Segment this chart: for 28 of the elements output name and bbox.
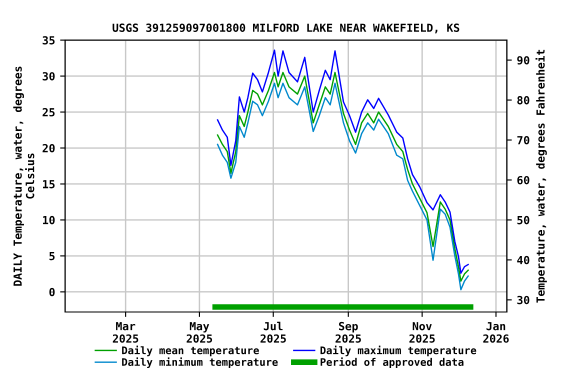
y2-tick-label: 40	[517, 256, 530, 264]
y-tick-label: 0	[49, 288, 55, 296]
x-tick-label: Jan 2026	[483, 322, 509, 343]
y-tick-label: 25	[42, 108, 55, 116]
legend-label: Daily mean temperature	[122, 346, 259, 356]
y-tick-label: 10	[43, 216, 55, 224]
legend-label: Daily minimum temperature	[122, 357, 278, 368]
y2-axis-title: Temperature, water, degrees Fahrenheit	[536, 50, 547, 303]
y-tick-label: 20	[42, 144, 55, 152]
y-tick-label: 15	[43, 180, 55, 188]
x-tick-label: Sep 2025	[336, 322, 361, 343]
legend-label: Period of approved data	[320, 357, 464, 368]
chart-title: USGS 391259097001800 MILFORD LAKE NEAR WAKEFIELD, KS	[112, 24, 460, 34]
legend-label: Daily maximum temperature	[320, 346, 476, 356]
x-tick-label: May 2025	[186, 322, 212, 343]
x-tick-label: Mar 2025	[112, 322, 138, 343]
y-tick-label: 35	[42, 36, 55, 45]
y2-tick-label: 80	[517, 96, 530, 104]
y-tick-label: 5	[49, 252, 55, 260]
y-axis-title: DAILY Temperature, water, degrees Celsius	[13, 66, 34, 286]
x-tick-label: Jul 2025	[260, 322, 286, 343]
y2-tick-label: 90	[517, 56, 530, 65]
x-tick-label: Nov 2025	[409, 322, 435, 343]
y2-tick-label: 50	[517, 216, 530, 224]
y2-tick-label: 30	[517, 296, 530, 304]
y2-tick-label: 60	[517, 176, 530, 184]
y2-tick-label: 70	[517, 136, 530, 144]
y-tick-label: 30	[42, 72, 55, 80]
